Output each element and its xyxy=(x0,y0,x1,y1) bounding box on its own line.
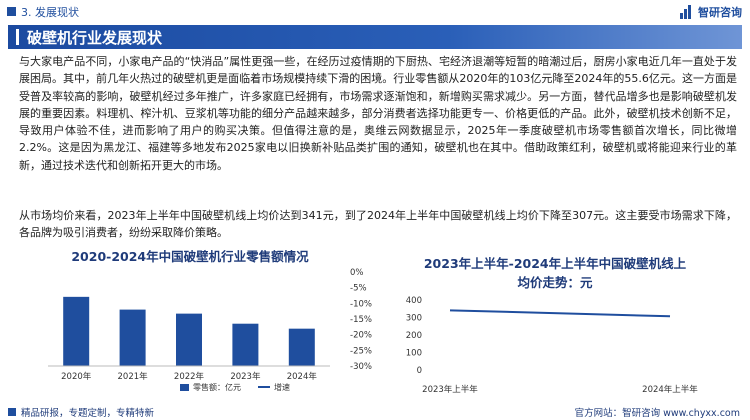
bar-2020年 xyxy=(63,296,90,366)
page-footer: 精品研报，专题定制，专精特新 官方网站：智研咨询 www.chyxx.com xyxy=(0,402,750,420)
chart-retail-sales: 2020年 2021年 2022年 2023年 2024年 0% -5% -10% -15% -2… xyxy=(48,268,372,392)
y-right-tick-label: -10% xyxy=(350,299,372,309)
bar-2022年 xyxy=(176,313,202,366)
y-tick-label: 400 xyxy=(406,296,422,306)
y-right-tick-label: -5% xyxy=(350,284,367,294)
y-tick-label: 100 xyxy=(406,349,422,359)
logo-bars-icon xyxy=(680,5,694,19)
section-banner: 破壁机行业发展现状 xyxy=(8,25,742,49)
price-line xyxy=(449,309,671,318)
bar-2024年 xyxy=(288,328,315,366)
banner-accent-bar xyxy=(16,29,19,45)
x-tick-label: 2021年 xyxy=(118,371,149,382)
x-tick-label: 2023年上半年 xyxy=(422,384,478,395)
x-tick-label: 2024年 xyxy=(287,371,318,382)
y-right-tick-label: -20% xyxy=(350,331,372,341)
body-paragraph-2: 从市场均价来看，2023年上半年中国破壁机线上均价达到341元，到了2024年上… xyxy=(19,209,737,240)
chart-avg-price: 0 100 200 300 400 2023年上半年 2024年上半年 xyxy=(406,296,699,395)
y-tick-label: 200 xyxy=(406,331,422,341)
bar-2021年 xyxy=(119,309,146,366)
legend-label-line: 增速 xyxy=(274,382,290,392)
y-tick-label: 0 xyxy=(417,366,422,376)
legend-swatch-bar xyxy=(180,384,189,391)
x-tick-label: 2024年上半年 xyxy=(642,384,698,395)
section-breadcrumb: 3. 发展现状 xyxy=(21,6,79,19)
logo-text: 智研咨询 xyxy=(698,6,742,19)
body-paragraph-1: 与大家电产品不同，小家电产品的“快消品”属性更强一些，在经历过疫情期的下厨热、宅… xyxy=(19,55,737,172)
chart2-title: 2023年上半年-2024年上半年中国破壁机线上均价走势：元 xyxy=(423,256,687,290)
legend-label-bar: 零售额：亿元 xyxy=(193,382,241,392)
y-right-tick-label: -25% xyxy=(350,346,372,356)
bar-2023年 xyxy=(232,323,259,366)
x-tick-label: 2020年 xyxy=(61,371,92,382)
chart1-title: 2020-2024年中国破壁机行业零售额情况 xyxy=(71,249,309,264)
y-tick-label: 300 xyxy=(406,314,422,324)
x-tick-label: 2022年 xyxy=(174,371,205,382)
footer-website: 官方网站：智研咨询 www.chyxx.com xyxy=(574,408,740,419)
brand-logo: 智研咨询 xyxy=(680,3,742,21)
y-right-tick-label: -30% xyxy=(350,362,372,372)
footer-tagline: 精品研报，专题定制，专精特新 xyxy=(21,408,155,419)
page-title: 破壁机行业发展现状 xyxy=(27,29,163,47)
x-tick-label: 2023年 xyxy=(230,371,261,382)
top-bar: 3. 发展现状 智研咨询 xyxy=(0,0,750,24)
y-right-tick-label: -15% xyxy=(350,315,372,325)
section-marker xyxy=(7,7,16,16)
y-right-tick-label: 0% xyxy=(350,268,364,278)
footer-marker xyxy=(8,408,16,416)
